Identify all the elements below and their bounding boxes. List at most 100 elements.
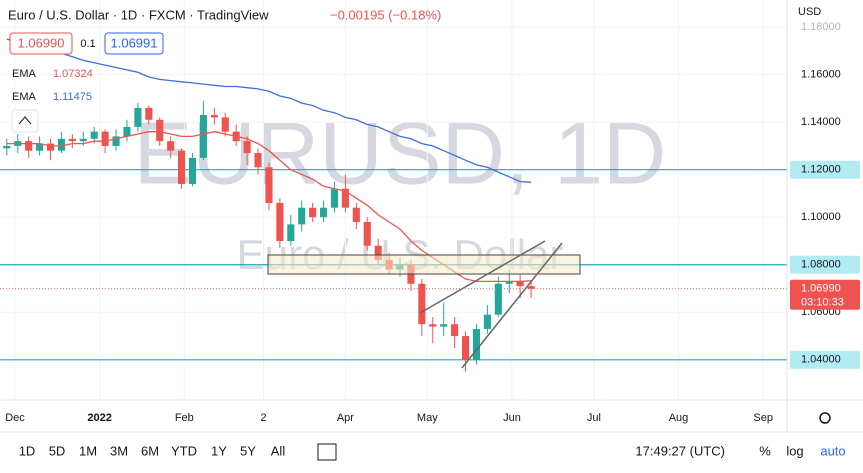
chart-title: Euro / U.S. Dollar · 1D · FXCM · Trading… (8, 7, 269, 22)
x-tick-label: Feb (175, 412, 194, 424)
collapse-icon (18, 116, 32, 125)
spread: 0.1 (80, 38, 95, 50)
x-tick-label: Dec (5, 412, 25, 424)
candle-body (287, 224, 295, 241)
candle-body (254, 153, 262, 168)
candle-body (134, 107, 142, 127)
candle-body (352, 207, 360, 222)
range-button[interactable]: 3M (110, 443, 128, 458)
candle-body (276, 202, 284, 241)
plot-area (0, 0, 787, 400)
settings-icon[interactable] (819, 412, 831, 424)
candle-body (320, 207, 328, 218)
level-label: 1.08000 (801, 259, 841, 271)
level-label-box (790, 350, 860, 369)
candle-body (429, 324, 437, 327)
candle-body (68, 138, 76, 142)
x-tick-label: Jun (503, 412, 521, 424)
candle-body (516, 281, 524, 287)
price-label: 1.06990 (801, 283, 841, 295)
change: −0.00195 (−0.18%) (330, 7, 441, 22)
range-button[interactable]: YTD (171, 443, 197, 458)
candle-body (188, 157, 197, 184)
x-tick-label: 2 (260, 412, 266, 424)
range-button[interactable]: 1D (19, 443, 36, 458)
candle-body (494, 283, 502, 315)
range-button[interactable]: All (271, 443, 286, 458)
candle-body (440, 324, 448, 327)
currency: USD (798, 6, 821, 18)
candle-body (527, 286, 535, 289)
candle-body (3, 145, 11, 149)
candle-body (472, 328, 481, 360)
y-tick-label: 1.18000 (801, 21, 841, 33)
candle-body (145, 107, 153, 120)
candle-body (79, 138, 87, 142)
candle-body (210, 115, 218, 118)
wedge-line (419, 240, 546, 314)
level-label: 1.04000 (801, 354, 841, 366)
candle-body (167, 141, 175, 151)
bid: 1.06990 (18, 35, 65, 50)
candle-body (374, 245, 382, 261)
x-tick-label: May (417, 412, 438, 424)
x-tick-label: Apr (337, 412, 354, 424)
ema-line (6, 38, 532, 183)
range-button[interactable]: 1M (79, 443, 97, 458)
percent-button[interactable]: % (759, 443, 771, 458)
ask-box[interactable] (104, 32, 164, 55)
candle-body (112, 136, 120, 146)
candle-body (199, 115, 207, 158)
candle-body (298, 207, 306, 225)
header: Euro / U.S. Dollar · 1D · FXCM · Trading… (8, 6, 821, 133)
x-tick-label: Aug (669, 412, 689, 424)
countdown: 03:10:33 (801, 297, 844, 309)
level-label-box (790, 255, 860, 274)
ask: 1.06991 (111, 35, 158, 50)
candle-body (90, 131, 98, 139)
level-label: 1.12000 (801, 164, 841, 176)
candle-body (221, 117, 229, 132)
candle-body (36, 143, 44, 151)
range-button[interactable]: 6M (141, 443, 159, 458)
y-tick-label: 1.16000 (801, 69, 841, 81)
zone-box (267, 254, 581, 275)
candle-body (156, 119, 164, 142)
candle-body (123, 126, 131, 137)
candle-body (57, 138, 65, 151)
clock: 17:49:27 (UTC) (635, 443, 725, 458)
price-label-box (790, 279, 860, 310)
legend-value: 1.07324 (53, 68, 93, 80)
candle-body (101, 131, 109, 146)
candle-body (461, 336, 470, 360)
candle-body (243, 141, 251, 154)
candle-body (418, 283, 426, 325)
level-label-box (790, 160, 860, 179)
legend-name: EMA (12, 68, 37, 80)
wedge-line (461, 242, 563, 369)
legend-name: EMA (12, 91, 37, 103)
candle-body (178, 150, 186, 184)
bid-box[interactable] (9, 32, 73, 55)
candle-body (451, 324, 459, 337)
range-button[interactable]: 5D (49, 443, 66, 458)
log-button[interactable]: log (786, 443, 803, 458)
range-button[interactable]: 5Y (240, 443, 256, 458)
legend-value: 1.11475 (53, 91, 92, 103)
x-tick-label: Jul (587, 412, 601, 424)
auto-button[interactable]: auto (820, 443, 845, 458)
collapse-button[interactable] (11, 109, 39, 133)
y-tick-label: 1.14000 (801, 116, 841, 128)
candle-body (309, 207, 317, 218)
x-tick-label: 2022 (87, 412, 111, 424)
candle-body (505, 281, 513, 284)
date-range-icon[interactable] (317, 443, 337, 461)
candle-body (330, 188, 339, 208)
candle-body (46, 143, 55, 151)
y-tick-label: 1.10000 (801, 211, 841, 223)
candle-body (363, 221, 371, 246)
range-button[interactable]: 1Y (211, 443, 227, 458)
